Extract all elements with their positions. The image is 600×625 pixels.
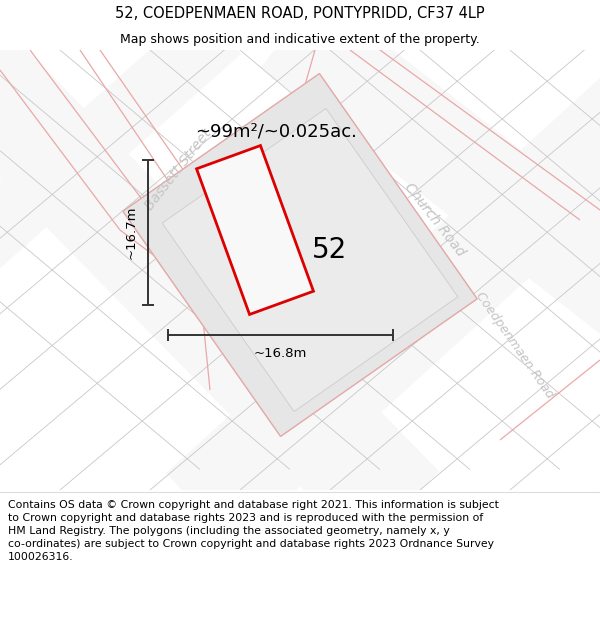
Polygon shape [197, 146, 313, 314]
Polygon shape [166, 63, 600, 547]
Text: Church Road: Church Road [402, 181, 468, 259]
Text: ~16.7m: ~16.7m [125, 206, 138, 259]
Polygon shape [123, 74, 477, 436]
Text: Map shows position and indicative extent of the property.: Map shows position and indicative extent… [120, 32, 480, 46]
Text: Contains OS data © Crown copyright and database right 2021. This information is : Contains OS data © Crown copyright and d… [8, 500, 499, 510]
Polygon shape [0, 6, 241, 294]
Text: ~16.8m: ~16.8m [254, 347, 307, 360]
Polygon shape [0, 11, 439, 549]
Text: co-ordinates) are subject to Crown copyright and database rights 2023 Ordnance S: co-ordinates) are subject to Crown copyr… [8, 539, 494, 549]
Text: HM Land Registry. The polygons (including the associated geometry, namely x, y: HM Land Registry. The polygons (includin… [8, 526, 450, 536]
Text: 100026316.: 100026316. [8, 552, 74, 562]
Text: to Crown copyright and database rights 2023 and is reproduced with the permissio: to Crown copyright and database rights 2… [8, 513, 483, 523]
Text: 52, COEDPENMAEN ROAD, PONTYPRIDD, CF37 4LP: 52, COEDPENMAEN ROAD, PONTYPRIDD, CF37 4… [115, 6, 485, 21]
Polygon shape [260, 0, 600, 357]
Polygon shape [162, 109, 458, 411]
Text: ~99m²/~0.025ac.: ~99m²/~0.025ac. [195, 123, 357, 141]
Text: 52: 52 [313, 236, 347, 264]
Text: Coedpenmaen Road: Coedpenmaen Road [473, 289, 557, 401]
Text: Bassett Street: Bassett Street [142, 127, 214, 213]
